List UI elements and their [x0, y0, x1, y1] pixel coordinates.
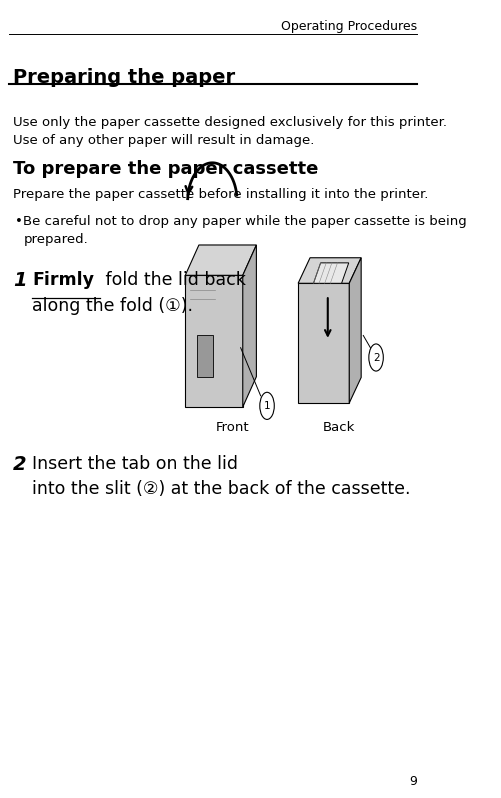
Text: 1: 1 — [13, 271, 27, 290]
Text: fold the lid back: fold the lid back — [100, 271, 245, 290]
Circle shape — [260, 393, 274, 420]
Text: 2: 2 — [372, 353, 379, 362]
Circle shape — [368, 344, 383, 371]
FancyBboxPatch shape — [298, 283, 349, 403]
Text: Front: Front — [215, 421, 248, 434]
Text: Be careful not to drop any paper while the paper cassette is being
prepared.: Be careful not to drop any paper while t… — [24, 215, 466, 247]
Polygon shape — [313, 263, 348, 283]
Text: Preparing the paper: Preparing the paper — [13, 68, 234, 87]
Text: 9: 9 — [409, 775, 416, 788]
Text: To prepare the paper cassette: To prepare the paper cassette — [13, 160, 318, 178]
Text: Prepare the paper cassette before installing it into the printer.: Prepare the paper cassette before instal… — [13, 188, 427, 200]
Text: along the fold (①).: along the fold (①). — [32, 297, 192, 315]
Polygon shape — [298, 258, 360, 283]
Text: into the slit (②) at the back of the cassette.: into the slit (②) at the back of the cas… — [32, 480, 410, 499]
Polygon shape — [349, 258, 360, 403]
Polygon shape — [242, 245, 256, 407]
Polygon shape — [185, 245, 256, 275]
Text: •: • — [15, 215, 23, 228]
Text: Operating Procedures: Operating Procedures — [281, 20, 416, 33]
Text: 2: 2 — [13, 455, 27, 474]
Text: Insert the tab on the lid: Insert the tab on the lid — [32, 455, 237, 473]
FancyBboxPatch shape — [197, 335, 213, 377]
Text: Back: Back — [322, 421, 354, 434]
Text: Use only the paper cassette designed exclusively for this printer.
Use of any ot: Use only the paper cassette designed exc… — [13, 116, 446, 147]
FancyBboxPatch shape — [185, 275, 242, 407]
Text: Firmly: Firmly — [32, 271, 94, 290]
Text: 1: 1 — [263, 401, 270, 411]
